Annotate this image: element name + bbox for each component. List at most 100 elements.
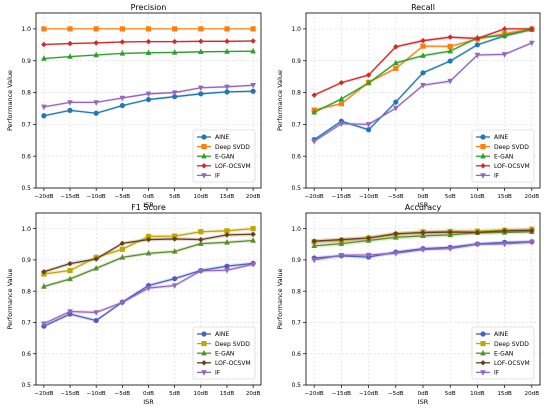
legend-entry: AINE [197,134,229,141]
x-tick-label: −5dB [115,194,131,200]
data-point [198,229,204,235]
legend-marker [201,349,207,356]
data-point [171,248,178,254]
legend-entry: AINE [476,331,508,338]
data-point [393,44,399,50]
y-tick-label: 0.6 [291,351,301,358]
series-4 [311,26,535,98]
x-axis-label: ISR [418,398,429,406]
data-point [93,317,99,324]
x-tick-label: −10dB [359,194,378,200]
data-point [311,92,317,98]
legend-label: IF [215,370,221,377]
data-point [145,91,152,98]
data-point [474,229,481,236]
data-point [393,99,399,105]
x-tick-label: 0dB [143,194,154,200]
x-tick-label: 20dB [246,194,261,200]
data-point [447,78,453,85]
legend-entry: IF [476,173,500,180]
legend: AINE Deep SVDD E-GAN LOF-OCSVM IF [192,129,256,183]
legend-entry: E-GAN [476,152,513,160]
data-point [145,49,152,55]
data-point [447,229,453,235]
legend-box [192,129,256,183]
data-point [311,257,317,264]
data-point [67,275,73,282]
data-point [119,102,125,109]
data-point [93,51,99,58]
legend-label: AINE [215,331,229,338]
y-tick-label: 0.6 [21,153,31,160]
x-tick-label: −10dB [87,391,106,397]
data-point [338,95,345,102]
data-point [145,38,152,45]
y-tick-label: 0.9 [21,257,31,264]
legend-label: E-GAN [215,153,234,160]
data-point [393,59,399,66]
data-point [93,26,99,32]
legend-entry: IF [197,370,221,377]
x-tick-label: 15dB [497,391,512,397]
x-tick-label: 20dB [525,194,540,200]
data-point [93,100,99,106]
data-point [250,47,256,54]
data-point [338,240,345,246]
legend-marker [201,134,207,140]
x-axis-label: ISR [143,398,154,406]
x-tick-label: −15dB [60,391,79,397]
data-point [420,83,426,89]
x-tick-label: 0dB [143,391,154,397]
y-tick-label: 0.8 [21,288,31,295]
data-point [474,52,481,59]
data-point [338,101,344,107]
data-point [529,227,535,234]
data-point [171,90,178,96]
x-tick-label: 10dB [194,391,209,397]
data-point [420,70,426,76]
x-tick-label: −20dB [34,391,53,397]
legend-marker [480,173,486,179]
data-point [119,254,126,260]
legend-marker [480,331,486,337]
legend-marker [480,370,486,376]
x-tick-label: 5dB [169,391,180,397]
data-point [447,246,453,253]
legend-label: E-GAN [494,350,513,357]
data-point [224,263,230,269]
legend-label: Deep SVDD [494,144,529,151]
legend-box [192,326,256,380]
legend-entry: IF [197,173,221,180]
data-point [474,42,481,48]
legend-label: IF [215,173,221,180]
data-point [501,31,508,38]
x-tick-label: 5dB [445,391,456,397]
data-point [145,285,152,292]
x-tick-label: 10dB [470,391,485,397]
data-point [171,283,178,289]
legend-label: E-GAN [494,153,513,160]
data-point [198,268,204,275]
data-point [172,276,178,282]
legend-entry: Deep SVDD [476,144,529,151]
x-tick-label: 20dB [525,391,540,397]
legend-entry: LOF-OCSVM [476,360,530,367]
legend-entry: E-GAN [476,349,513,357]
data-point [41,113,47,119]
data-point [224,89,230,95]
data-point [67,100,73,106]
x-tick-label: 0dB [418,194,429,200]
data-point [365,122,372,128]
legend-marker [480,152,486,159]
data-point [41,269,47,275]
legend-entry: AINE [197,331,229,338]
data-point [145,236,152,243]
y-axis-label: Performance Value [276,268,284,329]
data-point [393,230,399,237]
data-point [119,95,126,102]
data-point [41,283,47,289]
data-point [171,49,178,55]
chart-title: Recall [411,3,435,12]
legend-label: AINE [215,134,229,141]
legend-entry: LOF-OCSVM [197,163,251,170]
